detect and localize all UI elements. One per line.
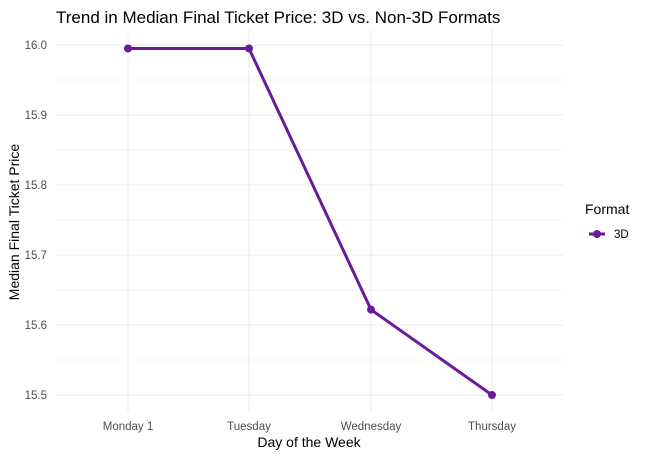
- series-layer: [124, 44, 496, 399]
- data-point: [367, 305, 375, 314]
- x-tick-label: Thursday: [468, 421, 516, 433]
- series-line: [128, 47, 493, 397]
- x-tick-label: Tuesday: [227, 421, 271, 433]
- y-axis-ticks: 15.5 15.6 15.7 15.8 15.9 16.0: [25, 40, 47, 402]
- grid: [56, 30, 563, 412]
- x-tick-label: Wednesday: [341, 421, 402, 433]
- data-point: [245, 44, 253, 53]
- chart-title: Trend in Median Final Ticket Price: 3D v…: [56, 8, 500, 27]
- x-axis-ticks: Monday 1 Tuesday Wednesday Thursday: [103, 421, 516, 433]
- legend: Format 3D: [585, 201, 629, 241]
- data-point: [124, 44, 132, 53]
- y-axis-title: Median Final Ticket Price: [6, 144, 22, 301]
- y-tick-label: 15.6: [25, 320, 47, 332]
- x-tick-label: Monday 1: [103, 421, 154, 433]
- y-tick-label: 15.5: [25, 390, 47, 402]
- y-tick-label: 15.9: [25, 110, 47, 122]
- y-tick-label: 15.8: [25, 180, 47, 192]
- y-tick-label: 16.0: [25, 40, 47, 52]
- legend-key-point: [593, 230, 601, 238]
- y-tick-label: 15.7: [25, 250, 47, 262]
- legend-title: Format: [585, 201, 629, 217]
- data-point: [488, 391, 496, 399]
- legend-label: 3D: [614, 229, 629, 241]
- x-axis-title: Day of the Week: [257, 434, 361, 450]
